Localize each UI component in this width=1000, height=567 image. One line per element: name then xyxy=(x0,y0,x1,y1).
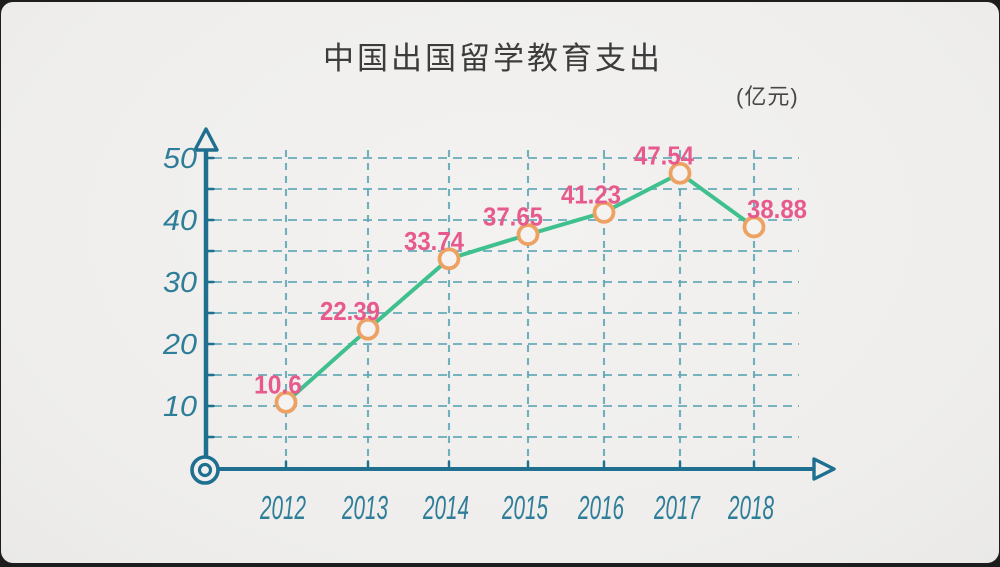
data-point xyxy=(437,247,461,271)
origin-marker-icon xyxy=(197,462,213,478)
x-tick-label: 2017 xyxy=(653,489,701,526)
chart-title: 中国出国留学教育支出 xyxy=(323,41,663,76)
data-point xyxy=(356,317,380,341)
x-tick-label: 2012 xyxy=(259,489,306,526)
data-point-label: 22.39 xyxy=(320,296,380,326)
data-point-label: 47.54 xyxy=(634,140,694,170)
data-point xyxy=(742,215,766,239)
x-tick-label: 2014 xyxy=(422,489,469,526)
data-point-label: 10.6 xyxy=(254,369,302,399)
y-tick-label: 30 xyxy=(163,267,197,299)
y-axis-arrow-icon xyxy=(193,127,219,152)
data-point xyxy=(516,223,540,246)
x-axis-arrow-icon xyxy=(812,457,836,481)
y-tick-label: 50 xyxy=(163,143,197,175)
x-tick-label: 2018 xyxy=(727,489,774,526)
data-point-label: 37.65 xyxy=(483,202,543,232)
data-point xyxy=(668,161,692,185)
unit-label: (亿元) xyxy=(736,84,799,109)
y-tick-label: 20 xyxy=(162,329,197,361)
origin-marker-icon xyxy=(190,455,220,485)
x-tick-label: 2016 xyxy=(577,489,624,526)
x-tick-label: 2013 xyxy=(341,489,388,526)
data-point-label: 41.23 xyxy=(561,179,621,209)
data-point-label: 38.88 xyxy=(747,194,807,224)
y-tick-label: 10 xyxy=(163,391,197,423)
data-point-label: 33.74 xyxy=(404,226,464,256)
y-tick-label: 40 xyxy=(163,205,197,237)
data-point xyxy=(274,390,298,414)
x-tick-label: 2015 xyxy=(501,489,548,526)
data-point xyxy=(592,200,616,224)
